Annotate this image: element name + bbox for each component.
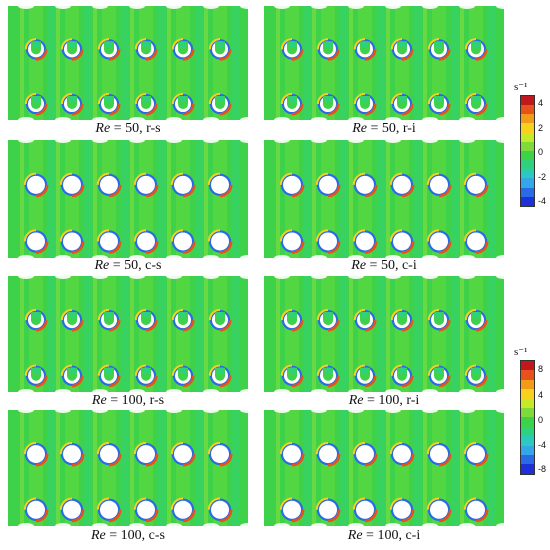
colorbar-top [520, 95, 535, 207]
colorbar-segment [521, 114, 534, 124]
colorbar-segment [521, 160, 534, 170]
colorbar-segment [521, 123, 534, 133]
contour-panel-re50-ci [264, 140, 504, 258]
colorbar-segment [521, 105, 534, 115]
contour-field [264, 276, 504, 392]
contour-field [8, 140, 248, 258]
colorbar-segment [521, 445, 534, 456]
caption-re50-ci: Re = 50, c-i [351, 258, 417, 273]
caption-re50-rs: Re = 50, r-s [95, 121, 161, 136]
contour-field [264, 140, 504, 258]
colorbar-bottom-tick: 8 [538, 364, 544, 374]
colorbar-segment [521, 408, 534, 418]
colorbar-segment [521, 361, 534, 371]
caption-re100-ci: Re = 100, c-i [347, 528, 421, 543]
colorbar-segment [521, 379, 534, 390]
colorbar-bottom-tick: -4 [538, 440, 547, 450]
colorbar-top-unit: s⁻¹ [514, 81, 528, 93]
colorbar-segment [521, 370, 534, 380]
contour-field [8, 276, 248, 392]
contour-panel-re50-cs [8, 140, 248, 258]
colorbar-segment [521, 426, 534, 437]
colorbar-top-tick: -2 [538, 172, 547, 182]
colorbar-bottom-tick: -8 [538, 464, 547, 474]
contour-panel-re100-cs [8, 410, 248, 526]
colorbar-bottom-tick: 0 [538, 415, 544, 425]
contour-panel-re50-ri [264, 6, 504, 120]
colorbar-segment [521, 187, 534, 197]
colorbar-segment [521, 464, 534, 474]
colorbar-bottom [520, 360, 535, 475]
contour-panel-re100-ri [264, 276, 504, 392]
caption-re50-ri: Re = 50, r-i [352, 121, 416, 136]
contour-panel-re50-rs [8, 6, 248, 120]
caption-re100-ri: Re = 100, r-i [348, 393, 420, 408]
caption-re100-rs: Re = 100, r-s [91, 393, 165, 408]
contour-panel-re100-ci [264, 410, 504, 526]
colorbar-segment [521, 169, 534, 179]
colorbar-bottom-unit: s⁻¹ [514, 346, 528, 358]
colorbar-segment [521, 141, 534, 151]
contour-field [264, 410, 504, 526]
colorbar-segment [521, 436, 534, 446]
contour-field [8, 6, 248, 120]
colorbar-segment [521, 417, 534, 427]
caption-re50-cs: Re = 50, c-s [94, 258, 162, 273]
colorbar-segment [521, 178, 534, 188]
colorbar-top-tick: 2 [538, 123, 544, 133]
colorbar-segment [521, 398, 534, 409]
colorbar-segment [521, 132, 534, 142]
colorbar-bottom-tick: 4 [538, 390, 544, 400]
caption-re100-cs: Re = 100, c-s [91, 528, 165, 543]
colorbar-segment [521, 389, 534, 399]
colorbar-segment [521, 96, 534, 106]
contour-field [8, 410, 248, 526]
colorbar-segment [521, 196, 534, 206]
contour-field [264, 6, 504, 120]
colorbar-top-tick: 0 [538, 147, 544, 157]
colorbar-segment [521, 455, 534, 465]
colorbar-top-tick: -4 [538, 196, 547, 206]
contour-panel-re100-rs [8, 276, 248, 392]
colorbar-top-tick: 4 [538, 98, 544, 108]
colorbar-segment [521, 150, 534, 161]
